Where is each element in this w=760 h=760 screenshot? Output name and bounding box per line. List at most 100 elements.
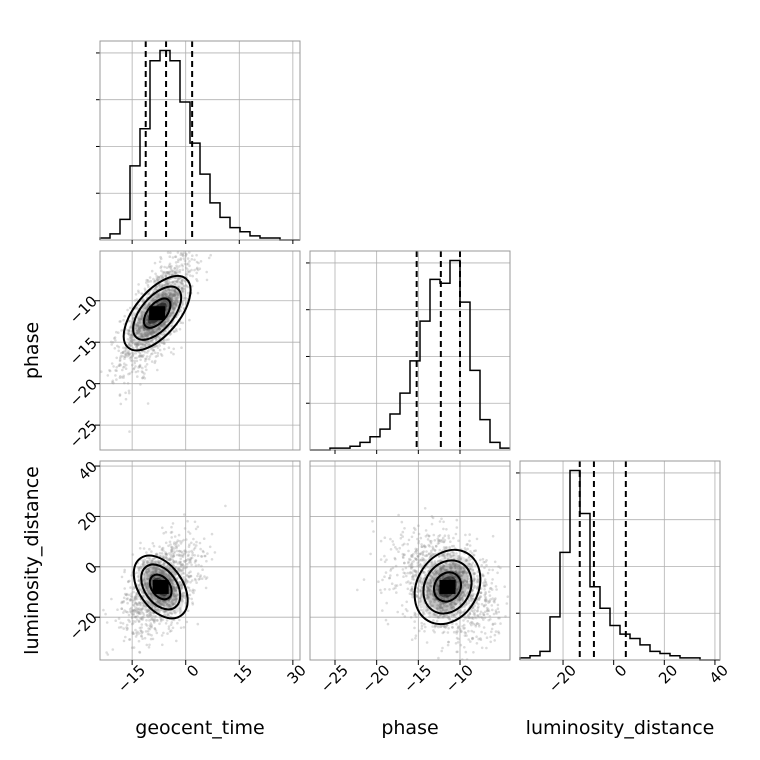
sample-point <box>417 532 421 536</box>
sample-point <box>195 544 198 547</box>
sample-point <box>150 338 154 342</box>
sample-point <box>483 578 487 581</box>
sample-point <box>146 402 150 405</box>
sample-point <box>503 585 507 588</box>
sample-point <box>141 563 145 567</box>
sample-point <box>161 290 165 294</box>
sample-point <box>182 284 186 288</box>
sample-point <box>419 589 422 593</box>
sample-point <box>149 618 153 621</box>
sample-point <box>164 275 167 278</box>
sample-point <box>178 549 181 553</box>
sample-point <box>183 551 187 554</box>
sample-point <box>459 611 462 615</box>
sample-point <box>427 589 431 593</box>
sample-point <box>132 585 136 589</box>
histogram-luminosity_distance <box>519 469 720 661</box>
sample-point <box>164 530 168 534</box>
sample-point <box>184 566 188 569</box>
sample-point <box>171 314 175 318</box>
sample-point <box>172 602 175 606</box>
sample-point <box>432 578 436 582</box>
sample-point <box>198 575 202 579</box>
sample-point <box>443 534 447 537</box>
sample-point <box>161 577 165 581</box>
sample-point <box>139 325 143 328</box>
sample-point <box>432 563 436 567</box>
sample-point <box>166 303 169 307</box>
contour-level <box>132 554 189 620</box>
sample-point <box>426 597 429 600</box>
sample-point <box>171 324 174 328</box>
sample-point <box>137 327 141 331</box>
sample-point <box>150 625 153 629</box>
axis-frame <box>99 40 301 241</box>
sample-point <box>171 586 175 589</box>
sample-point <box>163 283 167 287</box>
sample-point <box>150 592 153 595</box>
sample-point <box>165 293 168 297</box>
sample-point <box>371 520 374 523</box>
sample-point <box>176 568 180 571</box>
sample-point <box>485 646 488 650</box>
sample-point <box>168 333 172 336</box>
sample-point <box>173 586 177 590</box>
sample-point <box>132 610 135 613</box>
sample-point <box>467 601 471 605</box>
sample-point <box>176 621 179 625</box>
sample-point <box>482 626 486 629</box>
sample-point <box>174 595 177 598</box>
sample-point <box>421 608 424 612</box>
sample-point <box>448 618 452 621</box>
sample-point <box>165 553 169 556</box>
sample-point <box>455 632 459 635</box>
y-tick-label: −10 <box>66 292 101 327</box>
sample-point <box>142 547 146 550</box>
sample-point <box>155 618 159 622</box>
sample-point <box>149 596 153 599</box>
sample-point <box>141 376 144 380</box>
sample-point <box>163 294 167 297</box>
sample-point <box>451 551 455 554</box>
sample-point <box>153 287 157 291</box>
sample-point <box>143 306 147 310</box>
sample-point <box>388 588 391 591</box>
y-tick-label: −25 <box>66 417 101 452</box>
sample-point <box>407 561 410 565</box>
sample-point <box>136 602 139 606</box>
sample-point <box>199 260 203 263</box>
sample-point <box>156 559 160 562</box>
sample-point <box>135 343 139 347</box>
sample-point <box>186 273 189 276</box>
sample-point <box>454 613 458 616</box>
sample-point <box>137 611 140 614</box>
sample-point <box>430 522 434 526</box>
sample-point <box>403 542 406 546</box>
sample-point <box>170 264 173 268</box>
sample-point <box>160 265 163 268</box>
sample-point <box>411 565 414 569</box>
sample-point <box>422 558 426 561</box>
grid <box>100 251 300 450</box>
sample-point <box>429 600 432 603</box>
sample-point <box>154 331 157 335</box>
sample-point <box>175 303 178 307</box>
sample-point <box>142 346 145 349</box>
sample-point <box>421 611 425 615</box>
sample-point <box>175 298 178 302</box>
sample-point <box>184 549 187 552</box>
sample-point <box>411 595 414 599</box>
sample-point <box>400 604 404 607</box>
sample-point <box>139 355 143 358</box>
sample-point <box>489 618 492 621</box>
sample-point <box>162 631 165 635</box>
sample-point <box>145 368 148 372</box>
sample-point <box>471 636 474 640</box>
sample-point <box>165 279 169 283</box>
sample-point <box>173 270 177 273</box>
sample-point <box>148 324 151 327</box>
sample-point <box>421 551 424 554</box>
sample-point <box>155 565 159 569</box>
sample-point <box>208 545 212 549</box>
sample-point <box>149 603 153 607</box>
